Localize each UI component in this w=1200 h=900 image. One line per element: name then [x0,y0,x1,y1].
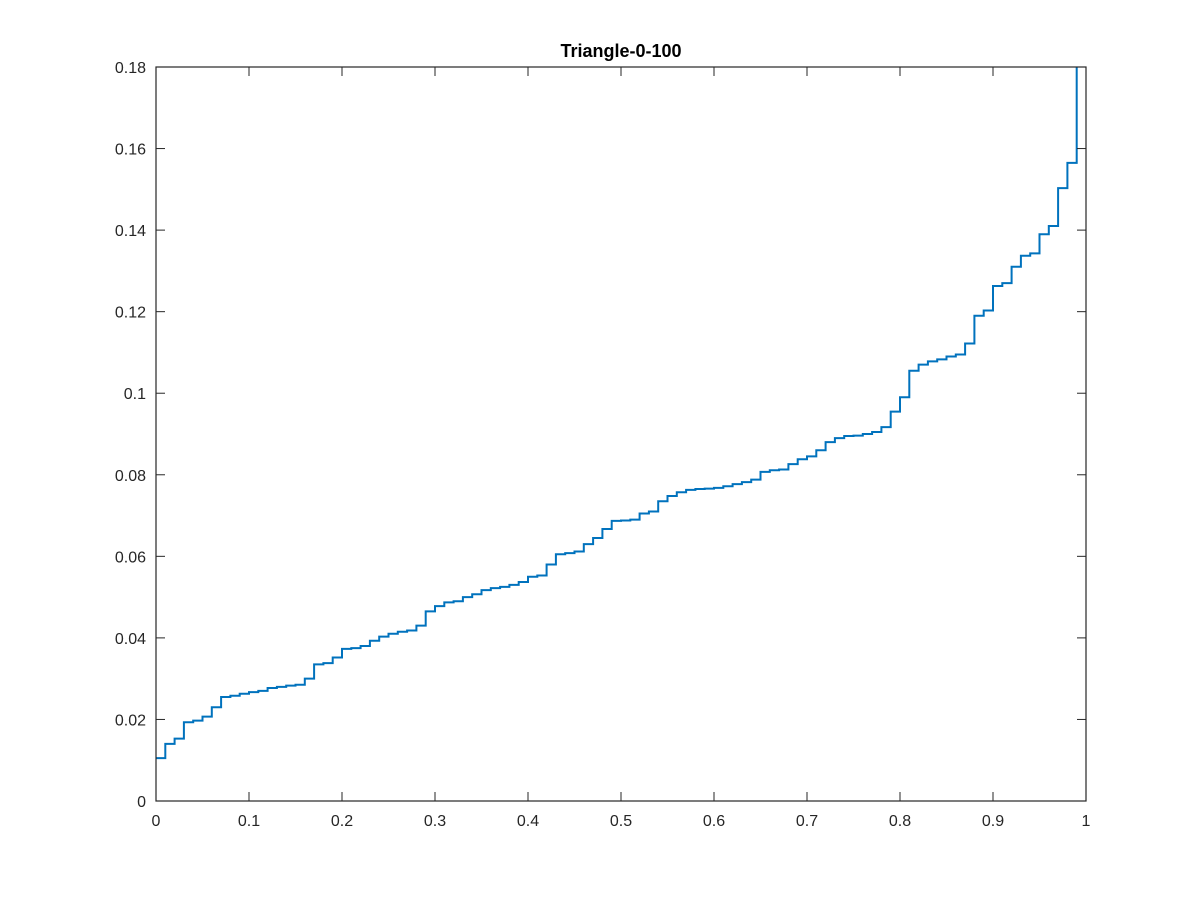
x-tick-label: 1 [1082,813,1091,830]
y-tick-label: 0.12 [115,305,146,322]
y-tick-label: 0.06 [115,549,146,566]
x-tick-label: 0.6 [703,813,725,830]
y-tick-label: 0.14 [115,223,146,240]
x-tick-label: 0.9 [982,813,1004,830]
y-tick-label: 0.1 [124,386,146,403]
series-layer [156,67,1078,760]
tick-layer: 0 0.1 0.2 0.3 0.4 0.5 0.6 0.7 0.8 0.9 1 0 0.02 0.04 0.… [115,60,1091,830]
x-tick-label: 0.3 [424,813,446,830]
x-tick-label: 0 [152,813,161,830]
x-tick-label: 0.2 [331,813,353,830]
y-tick-label: 0 [137,794,146,811]
x-tick-label: 0.5 [610,813,632,830]
x-tick-label: 0.1 [238,813,260,830]
x-tick-label: 0.8 [889,813,911,830]
series-line-0 [156,67,1078,760]
y-tick-label: 0.16 [115,142,146,159]
y-tick-label: 0.18 [115,60,146,77]
x-tick-label: 0.7 [796,813,818,830]
x-tick-label: 0.4 [517,813,539,830]
y-tick-label: 0.04 [115,631,146,648]
y-tick-label: 0.08 [115,468,146,485]
axes-box [155,66,1087,802]
chart-title: Triangle-0-100 [560,41,681,61]
plot-area [156,67,1086,801]
y-tick-label: 0.02 [115,712,146,729]
